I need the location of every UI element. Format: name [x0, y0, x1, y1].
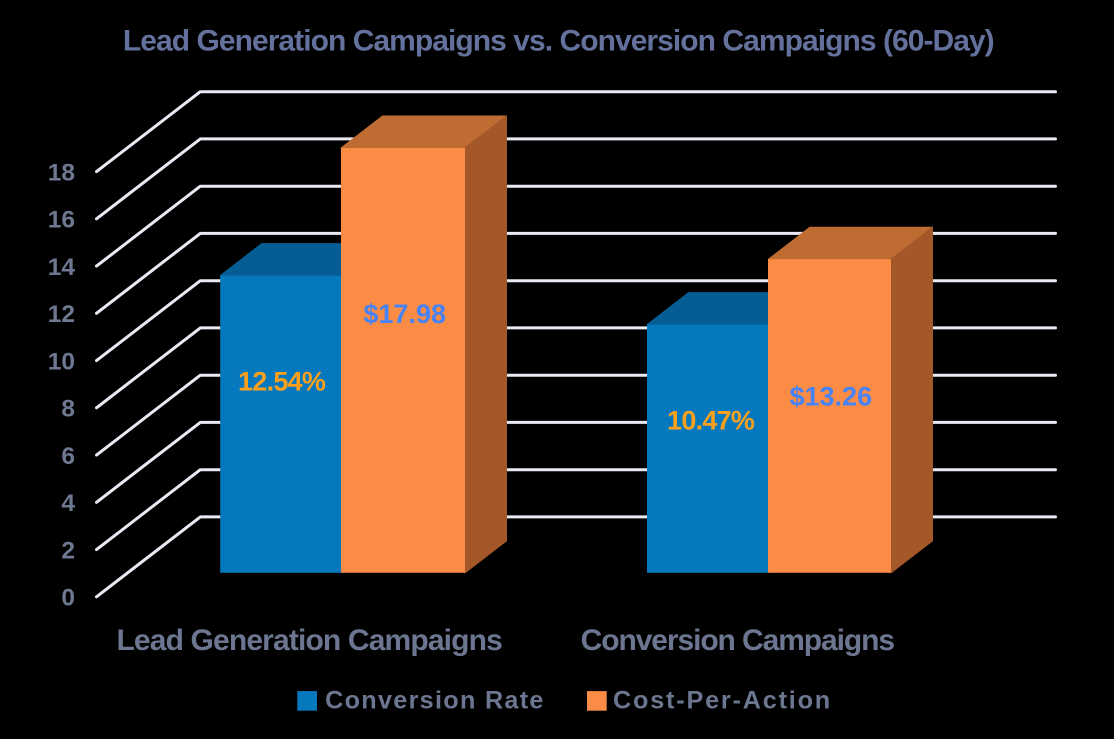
- svg-text:10.47%: 10.47%: [667, 406, 755, 436]
- svg-text:8: 8: [61, 396, 75, 423]
- svg-text:10: 10: [48, 349, 75, 376]
- svg-text:12.54%: 12.54%: [238, 367, 326, 397]
- svg-text:12: 12: [48, 301, 75, 328]
- svg-text:Cost-Per-Action: Cost-Per-Action: [613, 687, 832, 715]
- svg-text:Conversion Campaigns: Conversion Campaigns: [581, 624, 895, 657]
- svg-text:18: 18: [48, 160, 75, 187]
- svg-text:Lead Generation Campaigns vs.: Lead Generation Campaigns vs. Conversion…: [123, 25, 994, 58]
- svg-text:16: 16: [48, 207, 75, 234]
- svg-text:14: 14: [48, 254, 76, 281]
- svg-text:6: 6: [61, 443, 75, 470]
- svg-text:0: 0: [61, 585, 75, 612]
- svg-text:$17.98: $17.98: [363, 299, 446, 329]
- svg-text:Conversion Rate: Conversion Rate: [325, 687, 545, 715]
- svg-text:2: 2: [61, 538, 75, 565]
- svg-text:4: 4: [61, 490, 75, 517]
- svg-text:$13.26: $13.26: [790, 382, 873, 412]
- svg-text:Lead Generation Campaigns: Lead Generation Campaigns: [116, 624, 502, 657]
